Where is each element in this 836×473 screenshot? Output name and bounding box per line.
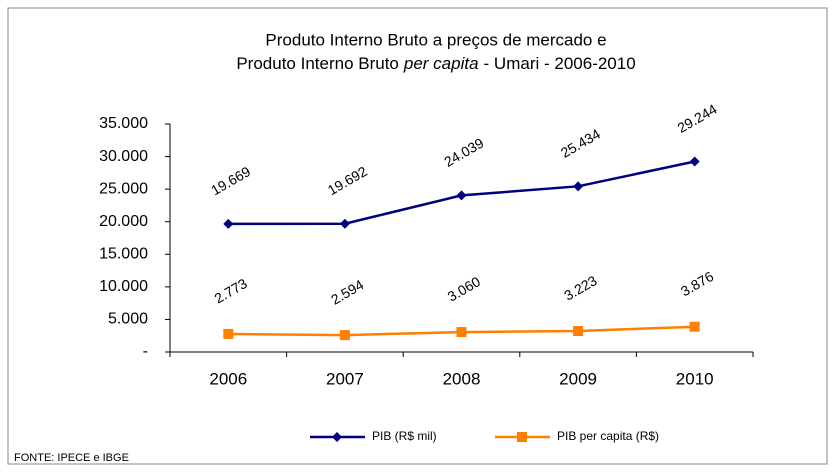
data-point	[456, 190, 467, 201]
y-tick-label: 10.000	[99, 278, 148, 295]
y-tick-label: 5.000	[108, 311, 148, 328]
title-part: Produto Interno Bruto	[236, 54, 399, 73]
data-point	[456, 327, 467, 338]
chart-title: Produto Interno Bruto per capita - Umari -…	[236, 54, 635, 73]
title-part: per capita	[403, 54, 479, 73]
x-tick-label: 2007	[326, 369, 364, 388]
x-tick-label: 2010	[676, 369, 714, 388]
y-tick-label: 35.000	[99, 115, 148, 132]
y-tick-label: 20.000	[99, 213, 148, 230]
y-tick-label: 25.000	[99, 180, 148, 197]
data-point	[339, 330, 350, 341]
x-tick-label: 2009	[559, 369, 597, 388]
legend-marker	[332, 432, 342, 442]
data-point	[573, 326, 584, 337]
data-point	[573, 181, 584, 192]
legend-marker	[517, 432, 527, 442]
data-point	[689, 156, 700, 167]
data-point	[339, 218, 350, 229]
x-tick-label: 2006	[209, 369, 247, 388]
data-point	[223, 328, 234, 339]
data-point	[223, 218, 234, 229]
x-tick-label: 2008	[443, 369, 481, 388]
y-tick-label: -	[143, 343, 148, 360]
chart-title: Produto Interno Bruto a preços de mercad…	[265, 30, 606, 49]
y-tick-label: 15.000	[99, 246, 148, 263]
y-tick-label: 30.000	[99, 148, 148, 165]
source-note: FONTE: IPECE e IBGE	[14, 452, 129, 464]
legend-label: PIB (R$ mil)	[372, 429, 437, 443]
title-part: - Umari - 2006-2010	[484, 54, 636, 73]
data-point	[689, 321, 700, 332]
chart-frame	[7, 7, 828, 465]
legend-label: PIB per capita (R$)	[557, 429, 659, 443]
